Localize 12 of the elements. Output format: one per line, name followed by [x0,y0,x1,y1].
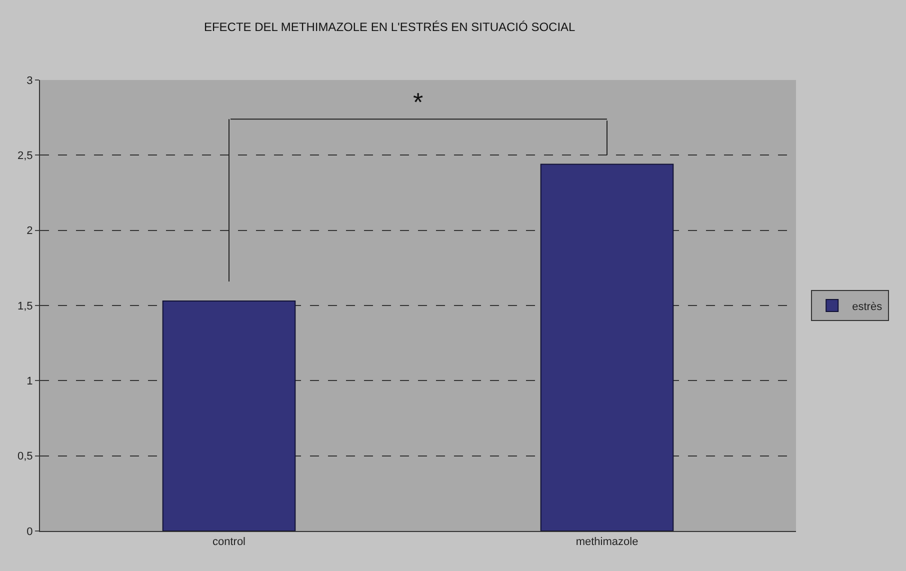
legend-label: estrès [852,300,883,313]
chart-title: EFECTE DEL METHIMAZOLE EN L'ESTRÉS EN SITUACIÓ SOCIAL [204,20,576,34]
y-tick-label: 0,5 [18,450,33,463]
annotation: * [413,87,424,117]
y-tick-label: 3 [26,74,33,87]
y-tick-label: 2,5 [18,150,33,162]
y-tick-label: 1 [26,376,33,388]
y-tick-label: 2 [26,225,33,238]
y-tick-label: 1,5 [18,300,33,312]
x-tick-label: control [212,536,246,548]
y-tick-label: 0 [26,526,33,538]
x-tick-label: methimazole [576,536,638,548]
